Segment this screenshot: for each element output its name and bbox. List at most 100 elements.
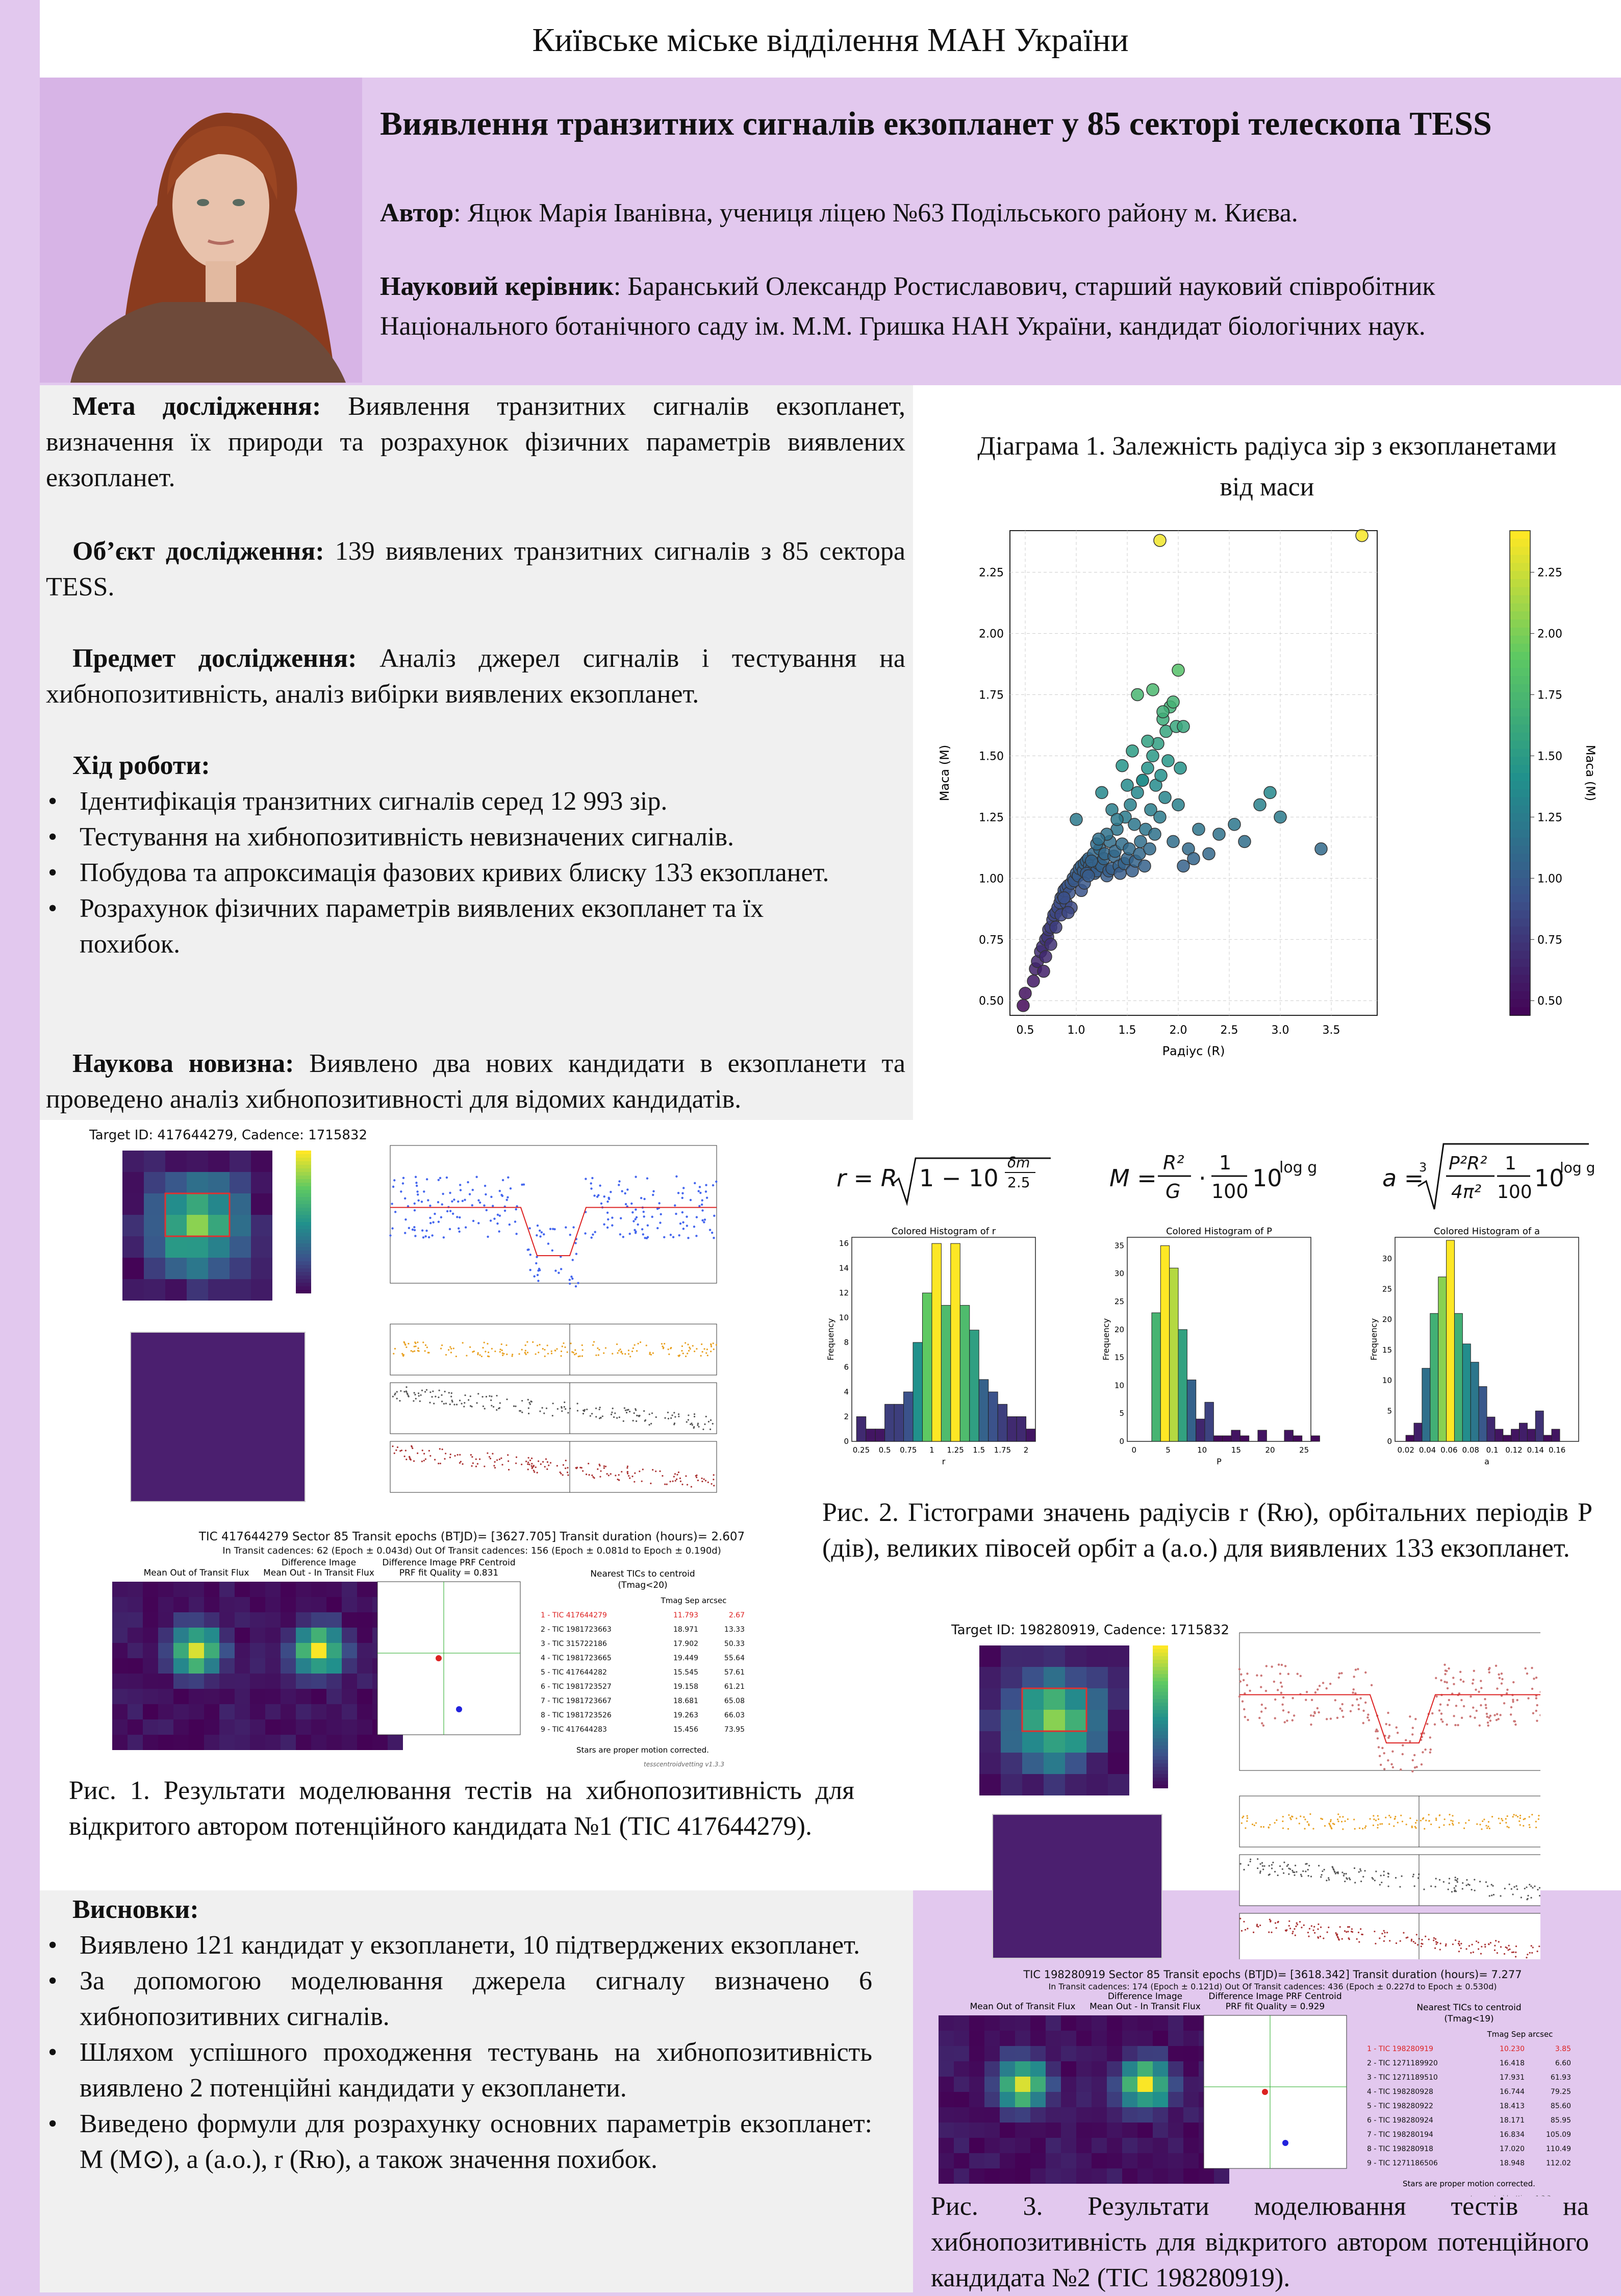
phase-point (1280, 1685, 1283, 1688)
phase-point (1488, 1671, 1490, 1674)
centroid-pixel (1153, 2061, 1168, 2077)
timeseries-point (1244, 1929, 1247, 1931)
timeseries-point (540, 1463, 542, 1465)
phase-point (413, 1226, 416, 1229)
timeseries-point (479, 1354, 481, 1356)
histogram-bar (1007, 1416, 1017, 1442)
phase-point (1391, 1750, 1394, 1753)
phase-point (1243, 1708, 1246, 1711)
phase-point (515, 1208, 517, 1211)
timeseries-point (616, 1343, 618, 1345)
timeseries-point (1239, 1917, 1242, 1919)
phase-point (1460, 1716, 1463, 1719)
tpf-colorbar-segment (1153, 1785, 1168, 1788)
phase-point (536, 1274, 539, 1277)
colorbar-segment (1510, 732, 1530, 741)
timeseries-point (618, 1350, 620, 1352)
author-text: : Яцюк Марія Іванівна, учениця ліцею №63… (453, 198, 1298, 228)
timeseries-point (598, 1463, 600, 1465)
tpf-pixel (208, 1193, 230, 1215)
timeseries-point (503, 1353, 505, 1355)
timeseries-frame (1239, 1913, 1540, 1959)
centroid-pixel (265, 1582, 281, 1597)
centroid-pixel (128, 1735, 143, 1750)
timeseries-point (1346, 1877, 1348, 1879)
centroid-pixel (969, 2153, 984, 2168)
timeseries-point (674, 1480, 676, 1482)
phase-point (1305, 1699, 1307, 1701)
timeseries-point (482, 1346, 484, 1349)
colorbar-segment (1510, 635, 1530, 644)
timeseries-point (531, 1467, 533, 1469)
phase-point (1414, 1718, 1417, 1720)
timeseries-point (1260, 1826, 1262, 1828)
timeseries-point (471, 1406, 473, 1408)
timeseries-point (1288, 1867, 1290, 1869)
colorbar-segment (1510, 967, 1530, 976)
phase-point (574, 1242, 577, 1244)
timeseries-point (640, 1341, 642, 1343)
phase-model-line (1239, 1694, 1540, 1743)
timeseries-point (499, 1402, 501, 1404)
timeseries-point (396, 1446, 399, 1449)
tpf-colorbar-segment (1153, 1692, 1168, 1695)
timeseries-point (597, 1468, 599, 1470)
tpf-pixel (251, 1215, 272, 1236)
centroid-pixel (173, 1658, 189, 1674)
timeseries-point (1465, 1822, 1467, 1824)
histogram-bar (884, 1404, 895, 1442)
timeseries-point (563, 1342, 565, 1344)
phase-point (682, 1228, 685, 1230)
timeseries-point (403, 1342, 406, 1344)
phase-point (1446, 1681, 1448, 1684)
centroid-pixel (1076, 2077, 1092, 2092)
phase-point (1536, 1719, 1538, 1722)
histogram-y-tick-label: 5 (1119, 1409, 1124, 1418)
timeseries-point (620, 1351, 622, 1353)
timeseries-point (1456, 1878, 1459, 1880)
centroid-pixel (158, 1612, 173, 1628)
histogram-y-tick-label: 14 (839, 1264, 849, 1273)
timeseries-point (1358, 1871, 1360, 1873)
phase-point (389, 1234, 392, 1237)
timeseries-point (527, 1461, 529, 1463)
timeseries-point (1399, 1886, 1401, 1888)
tpf-pixel (122, 1215, 144, 1236)
timeseries-point (1518, 1820, 1521, 1822)
tic-table-name: 1 - TIC 417644279 (541, 1611, 607, 1619)
centroid-pixel (1153, 2123, 1168, 2138)
centroid-pixel (311, 1704, 326, 1719)
centroid-pixel (1183, 2107, 1199, 2123)
tic-table-name: 6 - TIC 1981723527 (541, 1683, 612, 1691)
timeseries-point (1443, 1818, 1446, 1820)
timeseries-point (1471, 1943, 1473, 1945)
phase-point (1501, 1678, 1504, 1681)
timeseries-point (1485, 1825, 1487, 1827)
phase-point (1325, 1718, 1328, 1720)
scatter-point (1212, 828, 1226, 841)
timeseries-point (1449, 1813, 1451, 1816)
timeseries-point (1413, 1885, 1415, 1887)
centroid-pixel (265, 1689, 281, 1704)
colorbar-label: Маса (M) (1583, 745, 1598, 801)
histogram-bar (1462, 1343, 1471, 1442)
novelty-label: Наукова новизна: (72, 1049, 294, 1078)
poster-title: Виявлення транзитних сигналів екзопланет… (380, 105, 1492, 142)
timeseries-point (1430, 1823, 1432, 1826)
scatter-point (1136, 773, 1149, 787)
colorbar-segment (1510, 531, 1530, 539)
centroid-pixel (219, 1597, 235, 1612)
tpf-colorbar-segment (1153, 1774, 1168, 1778)
timeseries-point (1528, 1816, 1530, 1818)
timeseries-point (488, 1351, 490, 1354)
centroid-pixel (326, 1612, 342, 1628)
timeseries-point (1460, 1942, 1462, 1944)
centroid-pixel (1168, 2123, 1183, 2138)
tic-table-head: Tmag Sep arcsec (661, 1596, 727, 1605)
timeseries-point (1438, 1826, 1440, 1829)
timeseries-point (1289, 1817, 1291, 1819)
centroid-pixel (984, 2077, 1000, 2092)
tpf-pixel (1065, 1710, 1086, 1731)
timeseries-point (1303, 1924, 1305, 1926)
timeseries-point (475, 1458, 477, 1460)
